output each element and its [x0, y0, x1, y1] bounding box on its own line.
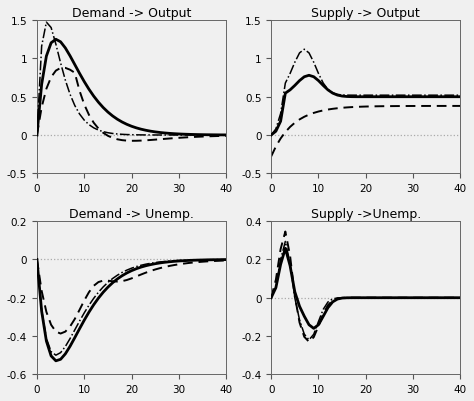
- Title: Demand -> Output: Demand -> Output: [72, 7, 191, 20]
- Title: Supply -> Output: Supply -> Output: [311, 7, 420, 20]
- Title: Supply ->Unemp.: Supply ->Unemp.: [310, 207, 421, 221]
- Title: Demand -> Unemp.: Demand -> Unemp.: [69, 207, 194, 221]
